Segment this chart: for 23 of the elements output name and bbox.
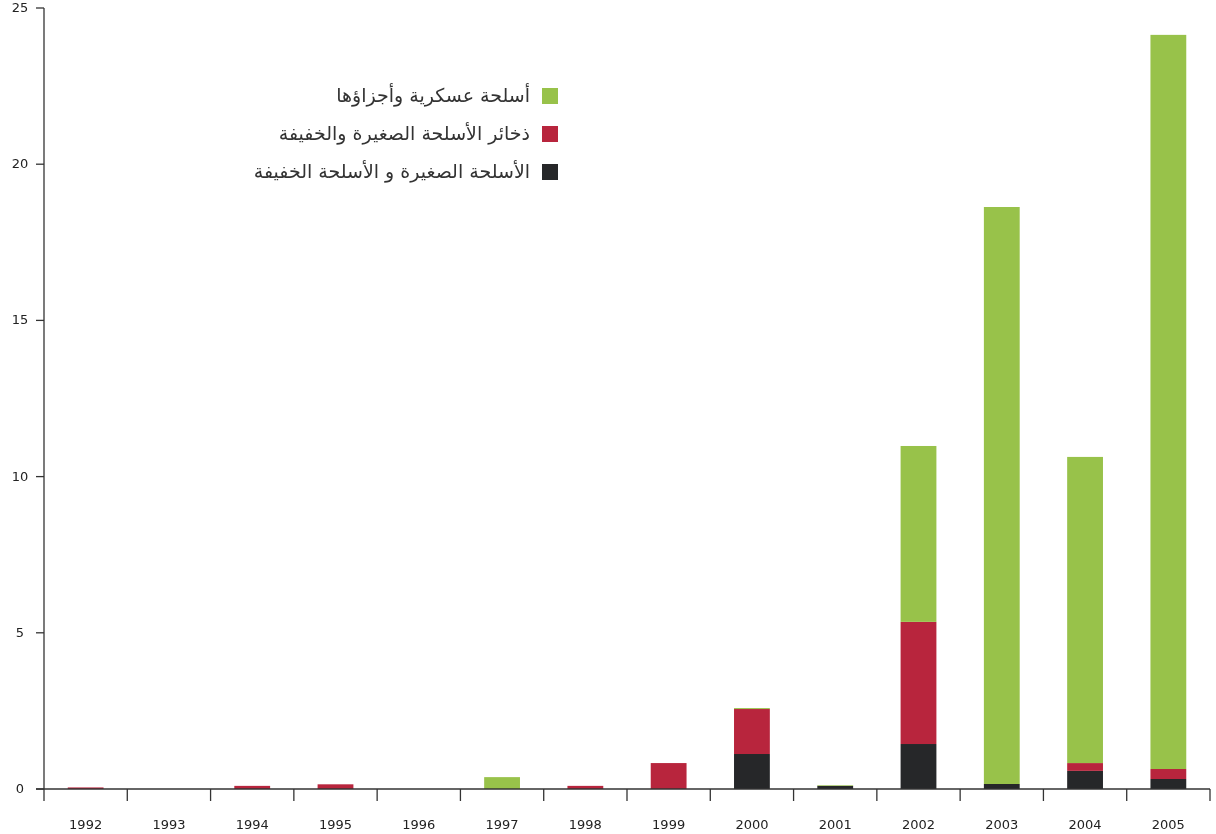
legend-label: ذخائر الأسلحة الصغيرة والخفيفة — [278, 122, 530, 145]
x-tick-label: 1997 — [485, 817, 519, 832]
y-tick-label: 20 — [11, 156, 29, 172]
x-tick-label: 2005 — [1151, 817, 1185, 832]
x-tick-label: 1999 — [652, 817, 686, 832]
y-tick-label: 5 — [15, 624, 25, 640]
x-tick-label: 2000 — [735, 817, 769, 832]
x-tick-label: 2003 — [985, 817, 1019, 832]
x-tick-label: 1995 — [318, 817, 353, 832]
legend-label: الأسلحة الصغيرة و الأسلحة الخفيفة — [253, 160, 530, 183]
y-tick-label: 0 — [15, 781, 25, 796]
x-tick-label: 2002 — [901, 817, 936, 832]
x-tick-label: 1998 — [568, 817, 602, 832]
x-tick-label: 2004 — [1068, 817, 1102, 832]
x-tick-label: 1996 — [402, 817, 436, 832]
y-tick-label: 10 — [11, 468, 29, 484]
legend-label: أسلحة عسكرية وأجزاؤها — [336, 83, 530, 107]
x-tick-label: 1992 — [69, 817, 103, 832]
x-tick-label: 2001 — [818, 817, 852, 832]
y-tick-label: 15 — [11, 312, 29, 328]
x-tick-label: 1993 — [152, 817, 186, 832]
x-tick-label: 1994 — [235, 817, 269, 832]
y-tick-label: 25 — [11, 0, 29, 15]
